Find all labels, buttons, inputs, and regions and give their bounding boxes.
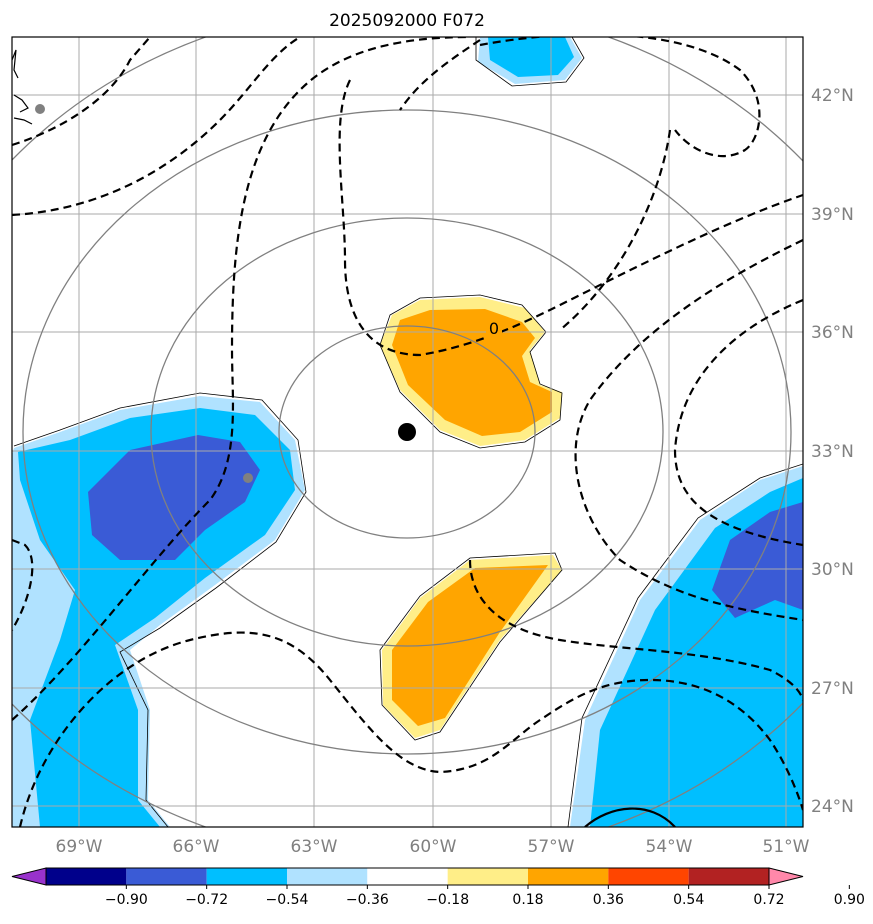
- y-tick-label: 39°N: [811, 205, 854, 225]
- y-tick-label: 42°N: [811, 86, 854, 106]
- y-tick-label: 24°N: [811, 797, 854, 817]
- y-axis-labels: 42°N 39°N 36°N 33°N 30°N 27°N 24°N: [811, 86, 854, 817]
- map-panel: 0: [12, 37, 803, 827]
- colorbar-segment: [447, 868, 528, 885]
- storm-center-marker: [398, 423, 416, 441]
- x-axis-labels: 69°W 66°W 63°W 60°W 57°W 54°W 51°W: [56, 837, 810, 857]
- x-tick-label: 63°W: [291, 837, 338, 857]
- colorbar-tick-label: −0.72: [185, 892, 228, 908]
- colorbar-tick-label: 0.54: [673, 892, 704, 908]
- shading-outlines: [13, 37, 803, 827]
- colorbar-segment: [608, 868, 689, 885]
- colorbar-segment: [528, 868, 609, 885]
- colorbar-extend-low: [11, 867, 47, 886]
- colorbar-tick-label: 0.72: [753, 892, 784, 908]
- colorbar-tick-label: −0.90: [105, 892, 148, 908]
- y-tick-label: 36°N: [811, 323, 854, 343]
- colorbar: −0.90 −0.72 −0.54 −0.36 −0.18 0.18 0.36 0.54 0.7…: [11, 867, 865, 908]
- shading-dark-blue: [88, 435, 803, 618]
- shading-orange: [392, 309, 552, 726]
- x-tick-label: 66°W: [173, 837, 220, 857]
- colorbar-segment: [126, 868, 207, 885]
- contour-label: 0: [489, 319, 499, 338]
- colorbar-tick-label: −0.36: [346, 892, 389, 908]
- colorbar-segment: [287, 868, 368, 885]
- colorbar-segment: [688, 868, 769, 885]
- dashed-contours: [12, 37, 803, 827]
- x-tick-label: 57°W: [528, 837, 575, 857]
- y-tick-label: 27°N: [811, 679, 854, 699]
- map-frame: [11, 36, 804, 828]
- colorbar-tick-label: −0.54: [266, 892, 309, 908]
- colorbar-extend-high: [768, 867, 804, 886]
- colorbar-segment: [367, 868, 448, 885]
- y-tick-label: 30°N: [811, 560, 854, 580]
- y-tick-label: 33°N: [811, 442, 854, 462]
- colorbar-segment: [206, 868, 287, 885]
- x-tick-label: 69°W: [56, 837, 103, 857]
- lat-lon-grid: [12, 37, 803, 827]
- map-title: 2025092000 F072: [329, 11, 485, 31]
- colorbar-tick-label: −0.18: [426, 892, 469, 908]
- solid-contour: [584, 807, 676, 827]
- colorbar-tick-label: 0.90: [834, 892, 865, 908]
- station-marker: [243, 473, 253, 483]
- colorbar-frame: [45, 867, 770, 886]
- x-tick-label: 60°W: [410, 837, 457, 857]
- x-tick-label: 54°W: [646, 837, 693, 857]
- x-tick-label: 51°W: [763, 837, 810, 857]
- range-rings: [12, 37, 803, 827]
- contour-label-bg: [486, 318, 502, 338]
- colorbar-tick-label: 0.18: [512, 892, 543, 908]
- colorbar-segment: [46, 868, 127, 885]
- station-marker: [35, 104, 45, 114]
- coastline: [12, 49, 33, 125]
- colorbar-tick-label: 0.36: [593, 892, 624, 908]
